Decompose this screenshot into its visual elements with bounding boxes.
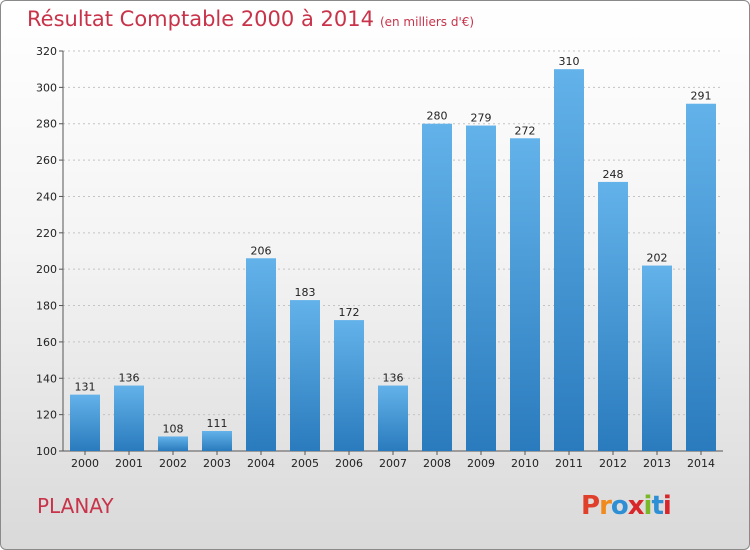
x-tick-label: 2001 — [115, 457, 143, 470]
x-tick-label: 2000 — [71, 457, 99, 470]
x-tick-label: 2013 — [643, 457, 671, 470]
grid-lines — [63, 50, 723, 416]
data-label: 310 — [559, 55, 580, 68]
data-label: 291 — [691, 90, 712, 103]
x-tick-label: 2008 — [423, 457, 451, 470]
bar — [70, 394, 100, 451]
bar — [686, 103, 716, 452]
chart-subtitle: (en milliers d'€) — [379, 15, 475, 29]
y-tick-label: 260 — [36, 154, 57, 167]
bar — [202, 431, 232, 451]
x-tick-label: 2005 — [291, 457, 319, 470]
bar — [378, 385, 408, 451]
data-label: 172 — [339, 306, 360, 319]
bar — [422, 123, 452, 452]
y-tick-label: 180 — [36, 300, 57, 313]
labels: 100 120 140 160 180 200 220 240 260 280 300 320 131 2… — [36, 45, 715, 470]
bars — [70, 69, 716, 452]
bar — [598, 181, 628, 451]
y-tick-label: 300 — [36, 81, 57, 94]
bar — [510, 138, 540, 452]
bar — [334, 320, 364, 451]
x-tick-label: 2012 — [599, 457, 627, 470]
y-tick-label: 140 — [36, 372, 57, 385]
data-label: 136 — [383, 372, 404, 385]
data-label: 136 — [119, 372, 140, 385]
y-tick-label: 220 — [36, 227, 57, 240]
data-label: 111 — [207, 417, 228, 430]
data-label: 131 — [75, 381, 96, 394]
x-tick-label: 2011 — [555, 457, 583, 470]
proxiti-logo: Proxiti — [581, 491, 672, 521]
logo-letter: x — [627, 491, 645, 521]
commune-name: PLANAY — [37, 494, 114, 518]
y-tick-label: 320 — [36, 45, 57, 58]
x-tick-label: 2009 — [467, 457, 495, 470]
data-label: 202 — [647, 252, 668, 265]
x-tick-label: 2007 — [379, 457, 407, 470]
y-tick-label: 100 — [36, 445, 57, 458]
bar — [246, 258, 276, 451]
x-tick-label: 2006 — [335, 457, 363, 470]
data-label: 206 — [251, 244, 272, 257]
x-tick-label: 2010 — [511, 457, 539, 470]
x-tick-label: 2003 — [203, 457, 231, 470]
logo-letter: i — [662, 491, 672, 521]
bar — [158, 436, 188, 451]
x-tick-label: 2002 — [159, 457, 187, 470]
chart-title-text: Résultat Comptable 2000 à 2014 — [27, 7, 374, 31]
bar — [466, 125, 496, 451]
y-tick-label: 200 — [36, 263, 57, 276]
x-tick-label: 2004 — [247, 457, 275, 470]
x-tick-label: 2014 — [687, 457, 715, 470]
data-label: 272 — [515, 124, 536, 137]
data-label: 248 — [603, 168, 624, 181]
y-tick-label: 120 — [36, 409, 57, 422]
logo-letter: i — [643, 491, 653, 521]
logo-letter: t — [651, 491, 663, 521]
bar — [290, 300, 320, 451]
bar — [642, 265, 672, 451]
bar — [554, 69, 584, 451]
logo-letter: r — [599, 491, 612, 521]
data-label: 280 — [427, 110, 448, 123]
logo-letter: o — [610, 491, 629, 521]
data-label: 183 — [295, 286, 316, 299]
y-tick-label: 240 — [36, 190, 57, 203]
bar — [114, 385, 144, 451]
chart-title: Résultat Comptable 2000 à 2014 (en millie… — [27, 7, 474, 31]
data-label: 279 — [471, 112, 492, 125]
logo-letter: P — [581, 491, 600, 521]
y-tick-label: 160 — [36, 336, 57, 349]
data-label: 108 — [163, 422, 184, 435]
y-tick-label: 280 — [36, 118, 57, 131]
